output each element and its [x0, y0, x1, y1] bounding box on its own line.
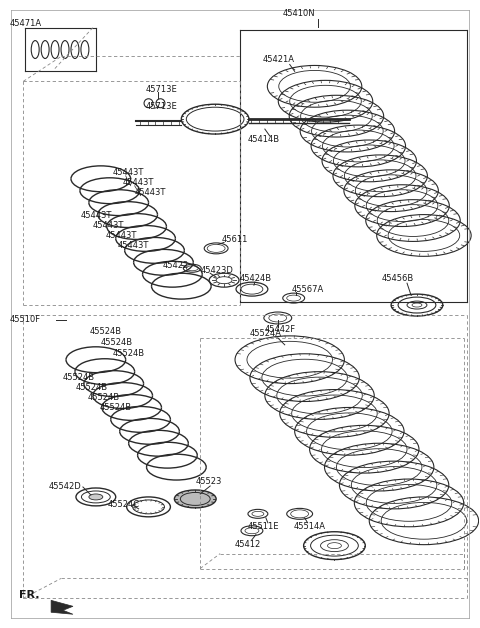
Text: 45524B: 45524B: [100, 403, 132, 412]
Text: 45611: 45611: [222, 235, 249, 244]
Text: 45514A: 45514A: [294, 522, 326, 531]
Text: 45443T: 45443T: [118, 241, 149, 250]
Text: 45523: 45523: [195, 477, 222, 485]
Text: 45510F: 45510F: [9, 315, 40, 325]
Text: 45424B: 45424B: [240, 274, 272, 283]
Text: 45443T: 45443T: [93, 221, 124, 230]
Ellipse shape: [89, 494, 103, 500]
Text: 45443T: 45443T: [81, 211, 112, 220]
Text: 45524C: 45524C: [108, 501, 140, 509]
Text: 45567A: 45567A: [292, 284, 324, 294]
Text: 45422: 45422: [162, 261, 189, 270]
Text: 45443T: 45443T: [123, 178, 154, 187]
Ellipse shape: [174, 490, 216, 508]
Text: 45524B: 45524B: [113, 349, 145, 358]
Text: FR.: FR.: [19, 590, 40, 600]
Text: 45442F: 45442F: [265, 325, 296, 334]
Text: 45524B: 45524B: [101, 338, 133, 347]
Text: 45542D: 45542D: [49, 482, 82, 492]
Text: 45524A: 45524A: [250, 329, 282, 338]
Text: 45443T: 45443T: [113, 168, 144, 177]
Text: 45410N: 45410N: [283, 9, 315, 18]
Text: 45443T: 45443T: [106, 231, 137, 240]
Text: 45471A: 45471A: [9, 19, 41, 28]
Text: 45412: 45412: [235, 540, 261, 549]
Text: 45524B: 45524B: [88, 393, 120, 402]
Text: 45456B: 45456B: [381, 274, 413, 283]
Text: 45713E: 45713E: [145, 102, 177, 111]
Text: 45443T: 45443T: [134, 188, 166, 197]
Text: 45421A: 45421A: [263, 55, 295, 64]
Text: 45423D: 45423D: [200, 266, 233, 275]
Text: 45511E: 45511E: [248, 522, 279, 531]
Text: 45524B: 45524B: [76, 383, 108, 392]
Text: 45414B: 45414B: [248, 134, 280, 144]
Polygon shape: [51, 600, 73, 614]
Text: 45524B: 45524B: [90, 327, 122, 337]
Text: 45524B: 45524B: [63, 373, 95, 382]
Text: 45713E: 45713E: [145, 85, 177, 94]
